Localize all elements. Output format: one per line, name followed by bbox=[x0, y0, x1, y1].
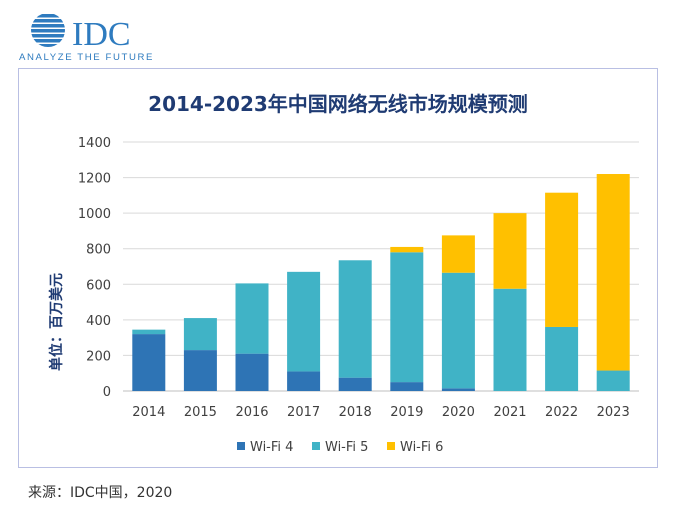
x-tick-labels: 2014 2015 2016 2017 2018 2019 2020 2021 2022 2023 bbox=[132, 405, 629, 420]
bar-segment bbox=[338, 260, 372, 378]
legend-swatch bbox=[237, 442, 245, 450]
bar-segment bbox=[493, 213, 527, 289]
x-tick-label: 2018 bbox=[339, 405, 372, 420]
bar-segment bbox=[596, 174, 630, 371]
bar-segment bbox=[441, 388, 475, 391]
bar-segment bbox=[545, 192, 579, 327]
bar-segment bbox=[132, 329, 166, 335]
bar-segment bbox=[441, 272, 475, 389]
bar-segment bbox=[338, 377, 372, 391]
legend: Wi-Fi 4 Wi-Fi 5 Wi-Fi 6 bbox=[237, 440, 443, 455]
legend-label: Wi-Fi 4 bbox=[250, 440, 293, 455]
bar-segment bbox=[390, 382, 424, 391]
x-tick-label: 2020 bbox=[442, 405, 475, 420]
bar-segment bbox=[287, 371, 321, 391]
y-tick-labels: 0 200 400 600 800 1000 1200 1400 bbox=[78, 136, 111, 400]
bar-segment bbox=[545, 326, 579, 391]
globe-logo-icon: IDC ANALYZE THE FUTURE bbox=[19, 13, 154, 63]
bar-segment bbox=[493, 288, 527, 391]
chart-title: 2014-2023年中国网络无线市场规模预测 bbox=[148, 92, 528, 116]
y-tick-label: 200 bbox=[86, 349, 111, 364]
x-tick-label: 2015 bbox=[184, 405, 217, 420]
y-tick-label: 1200 bbox=[78, 172, 111, 187]
y-tick-label: 400 bbox=[86, 314, 111, 329]
x-tick-label: 2022 bbox=[545, 405, 578, 420]
x-tick-label: 2014 bbox=[132, 405, 165, 420]
bar-segment bbox=[235, 283, 269, 354]
bar-segment bbox=[235, 353, 269, 391]
legend-label: Wi-Fi 6 bbox=[400, 440, 443, 455]
bars bbox=[132, 174, 630, 391]
x-tick-label: 2023 bbox=[597, 405, 630, 420]
bar-segment bbox=[132, 334, 166, 391]
bar-segment bbox=[390, 246, 424, 253]
x-tick-label: 2016 bbox=[235, 405, 268, 420]
x-tick-label: 2019 bbox=[390, 405, 423, 420]
legend-label: Wi-Fi 5 bbox=[325, 440, 368, 455]
legend-swatch bbox=[312, 442, 320, 450]
y-axis-label: 单位：百万美元 bbox=[48, 273, 65, 371]
stacked-bar-chart: 2014-2023年中国网络无线市场规模预测 单位：百万美元 0 200 400 60… bbox=[48, 92, 639, 455]
bar-segment bbox=[390, 252, 424, 383]
idc-logo: IDC ANALYZE THE FUTURE bbox=[18, 8, 188, 64]
logo-tagline: ANALYZE THE FUTURE bbox=[19, 52, 154, 63]
legend-swatch bbox=[387, 442, 395, 450]
y-tick-label: 1000 bbox=[78, 207, 111, 222]
bar-segment bbox=[287, 271, 321, 372]
chart-frame: 2014-2023年中国网络无线市场规模预测 单位：百万美元 0 200 400 60… bbox=[18, 68, 658, 468]
logo-brand: IDC bbox=[72, 16, 131, 53]
y-tick-label: 600 bbox=[86, 278, 111, 293]
x-tick-label: 2017 bbox=[287, 405, 320, 420]
bar-segment bbox=[183, 318, 217, 351]
y-tick-label: 800 bbox=[86, 243, 111, 258]
y-tick-label: 1400 bbox=[78, 136, 111, 151]
source-note: 来源：IDC中国，2020 bbox=[28, 485, 173, 501]
bar-segment bbox=[596, 370, 630, 391]
bar-segment bbox=[183, 350, 217, 391]
y-tick-label: 0 bbox=[103, 385, 111, 400]
x-tick-label: 2021 bbox=[493, 405, 526, 420]
bar-segment bbox=[441, 235, 475, 273]
